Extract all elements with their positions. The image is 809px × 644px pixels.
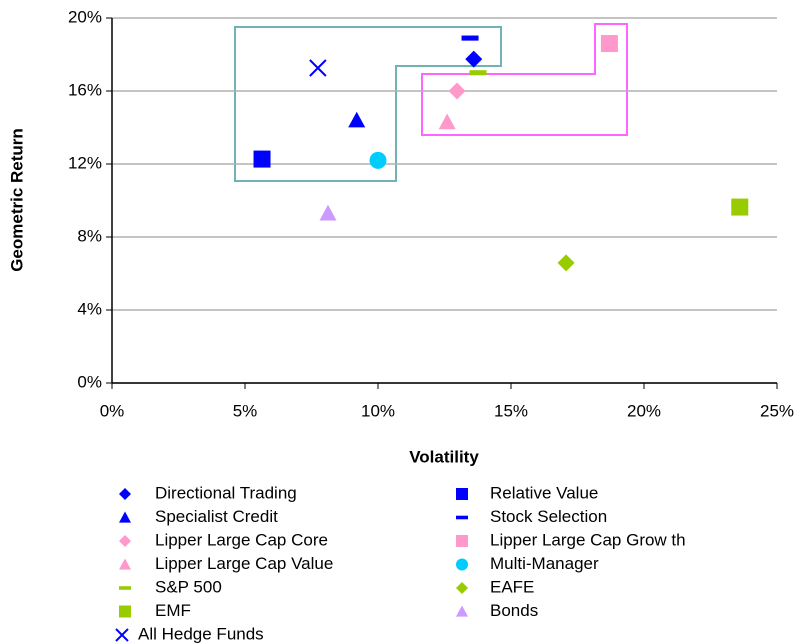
point: [557, 254, 575, 272]
point: [469, 70, 487, 76]
x-tick-label: 0%: [100, 401, 125, 420]
legend-marker: [119, 511, 131, 523]
point: [731, 198, 749, 216]
legend-marker: [456, 535, 468, 547]
hedge-fund-box: [234, 26, 502, 182]
point: [438, 113, 456, 130]
legend-marker: [456, 488, 468, 500]
legend-marker: [456, 558, 468, 571]
point: [369, 151, 387, 169]
point: [600, 35, 618, 53]
legend-marker: [115, 628, 129, 642]
legend-label: Lipper Large Cap Grow th: [490, 530, 686, 549]
x-tick-label: 10%: [361, 401, 395, 420]
point: [309, 59, 327, 77]
equity-box: [421, 23, 628, 136]
point: [319, 204, 337, 221]
point: [348, 111, 366, 128]
y-tick-label: 12%: [68, 153, 102, 172]
legend-marker: [119, 586, 131, 590]
point: [465, 50, 483, 68]
y-tick-label: 4%: [77, 299, 102, 318]
y-tick-label: 0%: [77, 372, 102, 391]
legend-label: Specialist Credit: [155, 507, 278, 526]
y-tick-label: 16%: [68, 80, 102, 99]
y-tick-label: 20%: [68, 7, 102, 26]
legend-marker: [456, 582, 468, 594]
y-tick-label: 8%: [77, 226, 102, 245]
legend-label: All Hedge Funds: [138, 624, 264, 643]
legend-label: Lipper Large Cap Core: [155, 530, 328, 549]
legend-marker: [119, 535, 131, 547]
legend-label: Directional Trading: [155, 483, 297, 502]
point: [461, 35, 479, 41]
x-axis-title: Volatility: [409, 447, 479, 466]
legend-label: S&P 500: [155, 577, 222, 596]
legend-marker: [119, 558, 131, 570]
x-tick-label: 5%: [233, 401, 258, 420]
legend-marker: [456, 515, 468, 520]
x-tick-label: 15%: [494, 401, 528, 420]
legend-marker: [119, 605, 131, 618]
legend-marker: [119, 488, 131, 500]
point: [448, 82, 466, 100]
legend-label: EAFE: [490, 577, 534, 596]
legend-marker: [456, 605, 468, 617]
point: [253, 150, 271, 168]
legend-label: EMF: [155, 601, 191, 620]
legend-label: Stock Selection: [490, 507, 607, 526]
x-tick-label: 20%: [627, 401, 661, 420]
legend-label: Lipper Large Cap Value: [155, 554, 333, 573]
legend-label: Multi-Manager: [490, 554, 599, 573]
legend-label: Bonds: [490, 601, 538, 620]
x-tick-label: 25%: [760, 401, 794, 420]
y-axis-title: Geometric Return: [7, 128, 26, 272]
legend-label: Relative Value: [490, 483, 598, 502]
